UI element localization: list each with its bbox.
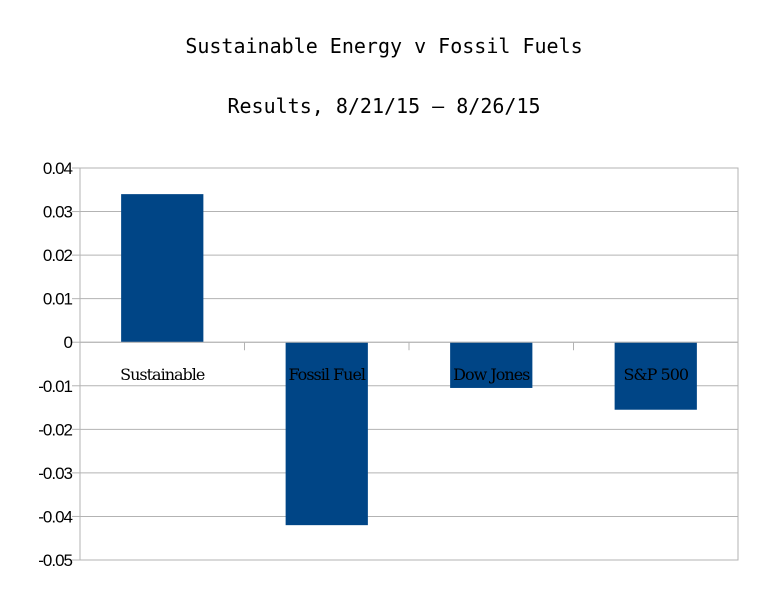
y-axis-ticks: 0.04 0.03 0.02 0.01 0 -0.01 -0.02 -0.03 -0.04 -0.… [38,159,80,570]
y-tick-label: 0.01 [43,290,73,309]
bars [121,194,697,526]
y-tick-label: -0.04 [38,507,72,526]
x-category-label: Dow Jones [453,365,530,384]
zero-axis [79,341,739,351]
y-tick-label: -0.05 [38,551,72,570]
x-category-label: Fossil Fuel [288,365,365,384]
x-axis-categories: Sustainable Fossil Fuel Dow Jones S&P 500 [120,365,690,384]
y-tick-label: -0.02 [38,420,72,439]
x-category-label: S&P 500 [623,365,688,384]
bar [121,194,204,343]
y-tick-label: 0.04 [43,159,73,178]
y-tick-label: 0 [64,333,73,352]
y-tick-label: -0.01 [38,377,72,396]
y-tick-label: 0.03 [43,203,73,222]
x-category-label: Sustainable [120,365,205,384]
y-tick-label: -0.03 [38,464,72,483]
chart-title: Sustainable Energy v Fossil Fuels [185,34,583,58]
bar [285,342,368,526]
chart-subtitle: Results, 8/21/15 – 8/26/15 [227,94,541,118]
bar [450,342,533,388]
bar [614,342,697,410]
y-tick-label: 0.02 [43,246,73,265]
